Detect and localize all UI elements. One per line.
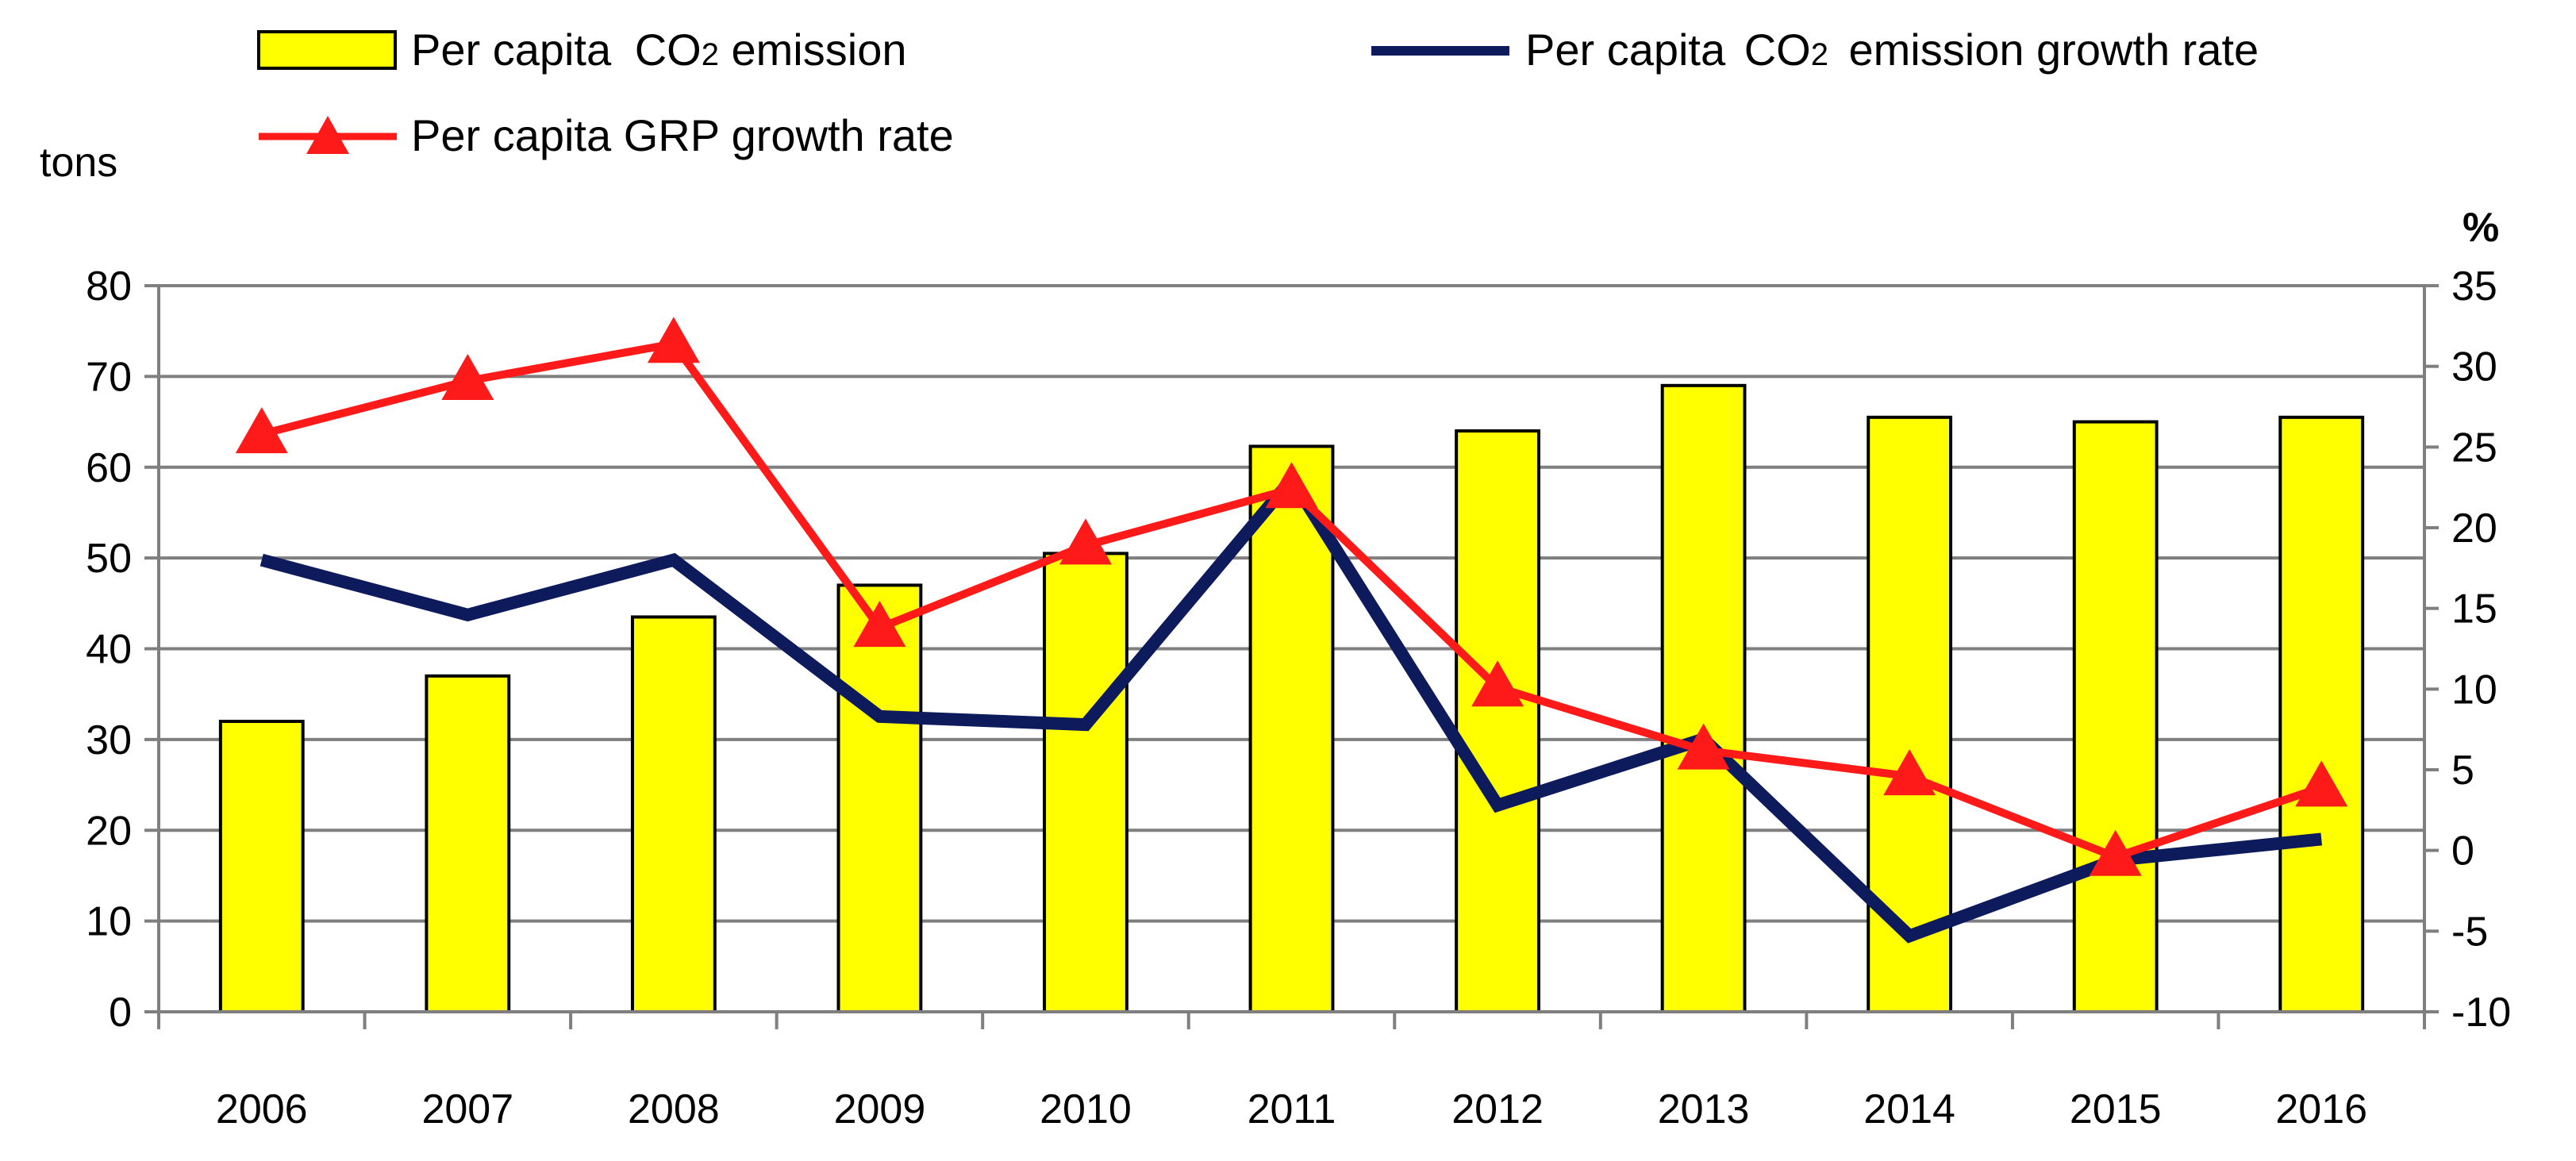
legend-co2-growth-label: Per capita CO2 emission growth rate [1525,25,2259,75]
y-right-tick-label: 15 [2451,586,2497,632]
x-tick-label-2010: 2010 [1040,1086,1132,1132]
bar-co2-emission-2015 [2072,420,2159,1013]
y-right-tick-label: -5 [2451,909,2488,955]
marker-grp-2015 [2089,829,2142,876]
bar-co2-emission-2016 [2278,415,2365,1013]
y-right-tick-label: 30 [2451,344,2497,390]
y-left-unit-label: tons [40,140,117,186]
y-left-tick-label: 80 [86,263,132,309]
axes [144,284,2439,1029]
x-tick-label-2011: 2011 [1248,1086,1336,1132]
legend: Per capita CO2 emission Per capita CO2 e… [257,25,2259,160]
bar-co2-emission-2013 [1660,383,1747,1013]
x-tick-label-2006: 2006 [216,1086,308,1132]
x-tick-label-2009: 2009 [834,1086,926,1132]
y-left-tick-label: 10 [86,899,132,945]
x-tick-label-2014: 2014 [1863,1086,1955,1132]
marker-grp-2008 [647,317,700,363]
marker-grp-2007 [441,353,494,400]
y-left-tick-label: 40 [86,627,132,673]
bar-co2-emission-2012 [1455,429,1540,1013]
x-tick-label-2007: 2007 [421,1086,513,1132]
marker-grp-2016 [2295,760,2348,807]
x-tick-label-2016: 2016 [2275,1086,2367,1132]
y-left-tick-label: 0 [109,990,132,1036]
bar-co2-emission-2007 [425,674,511,1013]
bar-co2-emission-2010 [1043,552,1128,1013]
y-right-tick-label: 5 [2451,748,2474,794]
y-left-tick-label: 30 [86,717,132,763]
marker-grp-2013 [1677,723,1730,770]
legend-grp-label: Per capita GRP growth rate [411,110,954,160]
marker-grp-2012 [1471,660,1524,707]
markers [235,317,2348,876]
y-right-tick-label: 20 [2451,506,2497,552]
tick-labels: 0 10 20 30 40 50 60 70 80 -10 -5 0 5 10 15 20 25 30 35 2006… [86,263,2511,1132]
x-tick-label-2015: 2015 [2070,1086,2162,1132]
bar-co2-emission-2006 [218,720,305,1013]
y-right-tick-label: -10 [2451,990,2511,1036]
marker-grp-2006 [235,407,288,454]
marker-grp-2011 [1265,462,1318,509]
y-right-tick-label: 35 [2451,263,2497,309]
bar-co2-emission-2008 [630,615,717,1013]
marker-grp-2009 [853,601,906,648]
legend-grp-marker [306,116,349,154]
y-left-tick-label: 20 [86,808,132,854]
x-tick-label-2012: 2012 [1451,1086,1544,1132]
y-right-tick-label: 10 [2451,667,2497,713]
legend-bar-swatch [257,30,397,70]
legend-bar-label: Per capita CO2 emission [411,25,906,75]
y-right-tick-label: 0 [2451,828,2474,875]
bars [218,383,2365,1013]
marker-grp-2010 [1059,518,1112,565]
bar-co2-emission-2011 [1248,444,1335,1013]
y-right-tick-label: 25 [2451,425,2497,471]
x-tick-label-2013: 2013 [1658,1086,1750,1132]
y-left-tick-label: 50 [86,536,132,582]
bar-co2-emission-2009 [836,583,923,1013]
y-right-unit-label: % [2463,205,2499,251]
x-tick-label-2008: 2008 [628,1086,720,1132]
marker-grp-2014 [1883,749,1936,796]
y-left-tick-label: 60 [86,445,132,491]
y-left-tick-label: 70 [86,354,132,400]
